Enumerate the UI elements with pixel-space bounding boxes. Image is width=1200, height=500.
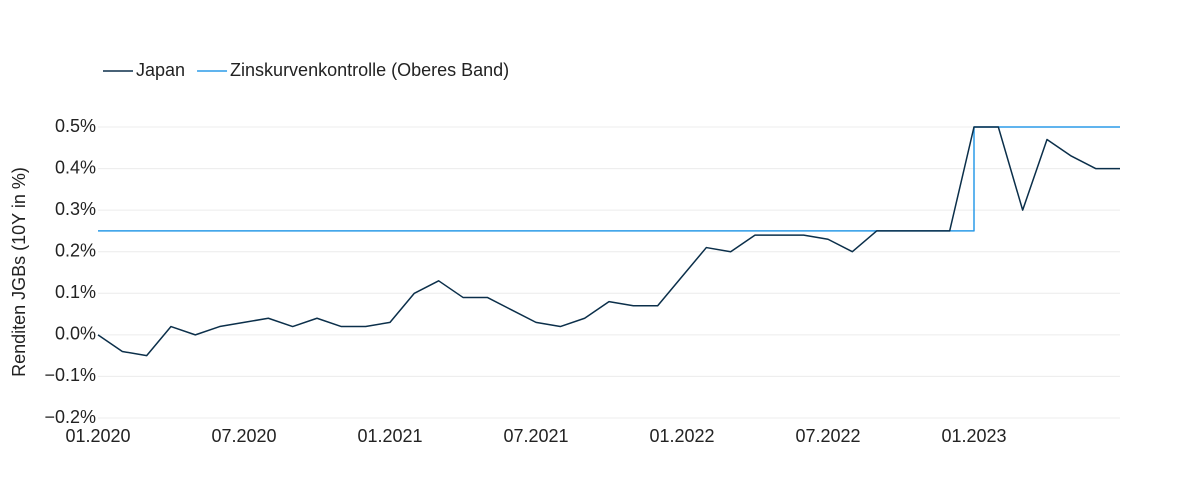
x-tick-label: 01.2020 <box>65 426 130 446</box>
legend-label: Japan <box>136 60 185 80</box>
y-tick-label: 0.4% <box>55 157 96 177</box>
legend-label: Zinskurvenkontrolle (Oberes Band) <box>230 60 509 80</box>
y-tick-label: 0.1% <box>55 282 96 302</box>
y-tick-label: 0.5% <box>55 116 96 136</box>
x-tick-label: 01.2021 <box>357 426 422 446</box>
x-tick-label: 07.2022 <box>795 426 860 446</box>
y-tick-label: 0.0% <box>55 324 96 344</box>
x-tick-label: 01.2023 <box>941 426 1006 446</box>
x-tick-label: 01.2022 <box>649 426 714 446</box>
series-line <box>97 126 1120 357</box>
y-tick-label: 0.2% <box>55 240 96 260</box>
x-tick-label: 07.2021 <box>503 426 568 446</box>
y-axis-title: Renditen JGBs (10Y in %) <box>9 167 29 377</box>
y-tick-label: −0.2% <box>44 407 96 427</box>
y-tick-label: −0.1% <box>44 365 96 385</box>
y-tick-label: 0.3% <box>55 199 96 219</box>
x-tick-label: 07.2020 <box>211 426 276 446</box>
series-line <box>98 126 1120 232</box>
